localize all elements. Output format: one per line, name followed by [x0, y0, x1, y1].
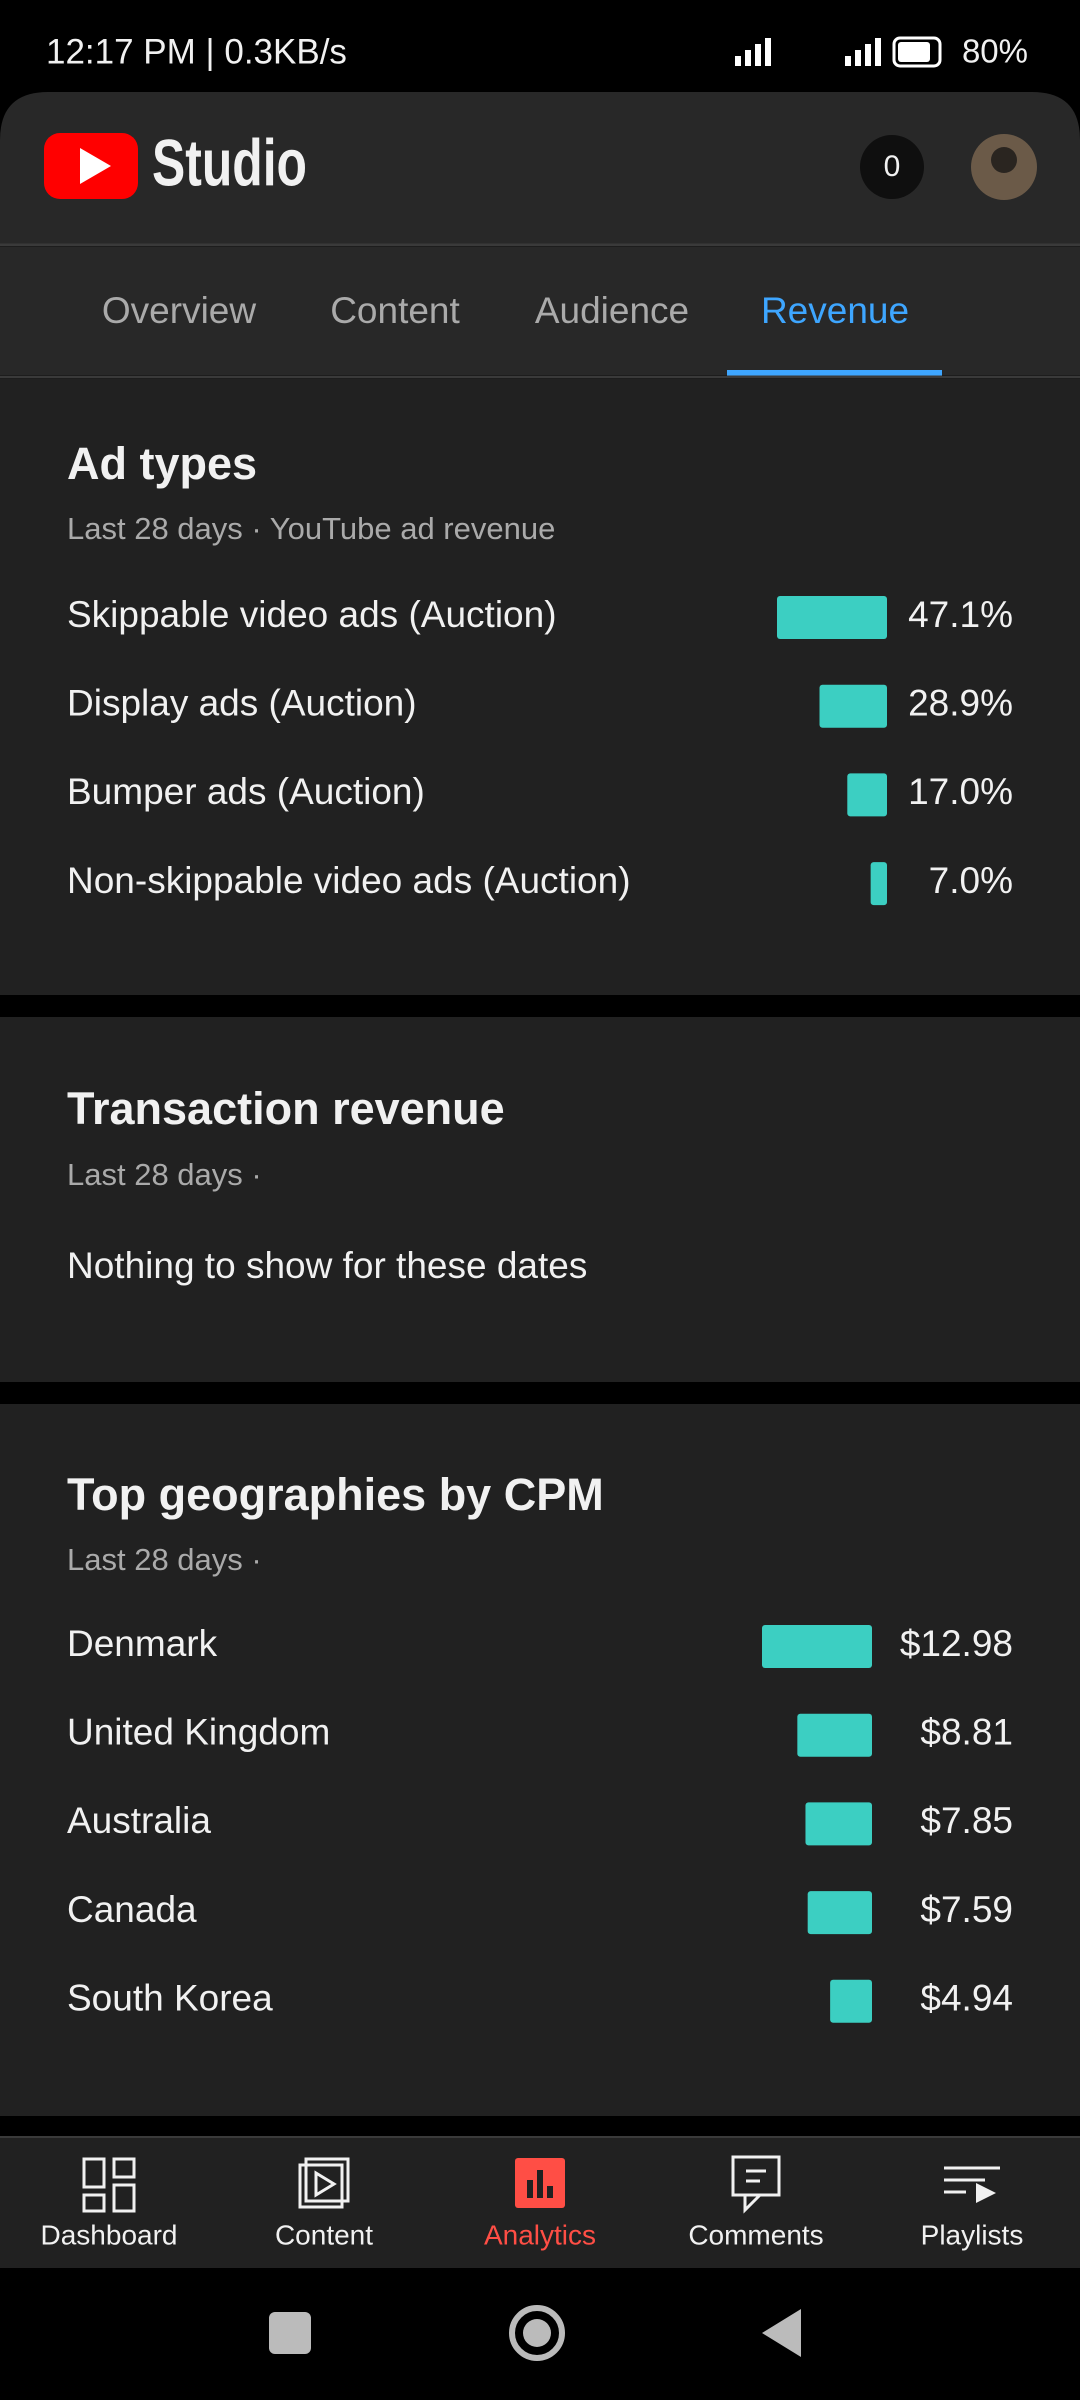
value-label: $8.81	[920, 1711, 1013, 1752]
geography-list: Denmark $12.98 United Kingdom $8.81 Australi…	[67, 1623, 1013, 2023]
bar	[870, 862, 887, 906]
recents-button[interactable]	[269, 2312, 311, 2354]
bar	[847, 773, 887, 817]
bar	[819, 684, 887, 728]
value-label: $7.85	[920, 1800, 1013, 1841]
tab[interactable]: Content	[330, 290, 460, 331]
nav-icons	[82, 2155, 1000, 2214]
ad-type-list: Skippable video ads (Auction) 47.1% Displa…	[67, 594, 1013, 906]
value-label: 7.0%	[929, 860, 1013, 901]
home-dot	[523, 2319, 551, 2347]
card-subtitle: Last 28 days ·	[67, 1542, 262, 1577]
nav-item[interactable]: Dashboard	[41, 2219, 178, 2250]
value-label: $12.98	[900, 1623, 1013, 1664]
value-label: 28.9%	[908, 682, 1013, 723]
notifications-button[interactable]	[860, 135, 924, 199]
home-button[interactable]	[509, 2305, 565, 2361]
card-title: Top geographies by CPM	[67, 1469, 604, 1520]
row-label: United Kingdom	[67, 1711, 330, 1752]
bar	[805, 1802, 872, 1846]
bar	[777, 596, 887, 639]
battery-fill	[898, 42, 930, 62]
notification-count: 0	[884, 150, 901, 183]
bar	[762, 1625, 872, 1668]
card-subtitle: Last 28 days · YouTube ad revenue	[67, 511, 555, 546]
row-label: Bumper ads (Auction)	[67, 771, 425, 812]
back-button[interactable]	[762, 2309, 801, 2357]
tab-bar	[0, 247, 1080, 375]
playlist-icon	[976, 2183, 996, 2203]
battery-icon	[892, 36, 942, 68]
empty-message: Nothing to show for these dates	[67, 1245, 587, 1286]
row-label: Skippable video ads (Auction)	[67, 594, 557, 635]
row-label: Canada	[67, 1889, 197, 1930]
analytics-bars	[527, 2170, 553, 2198]
value-label: $4.94	[920, 1978, 1013, 2019]
battery-level: 80%	[962, 33, 1028, 70]
nav-item[interactable]: Comments	[688, 2219, 823, 2250]
bar	[807, 1891, 872, 1935]
tab-indicator	[727, 370, 942, 376]
avatar-detail	[991, 147, 1017, 173]
value-label: 47.1%	[908, 594, 1013, 635]
row-label: Display ads (Auction)	[67, 682, 417, 723]
status-time: 12:17 PM | 0.3KB/s	[46, 32, 347, 71]
row-label: Australia	[67, 1800, 211, 1841]
row-label: Non-skippable video ads (Auction)	[67, 860, 631, 901]
card-title: Ad types	[67, 438, 257, 489]
card-subtitle: Last 28 days ·	[67, 1157, 262, 1192]
tab-active[interactable]: Revenue	[761, 290, 909, 331]
ad-types-card	[0, 379, 1080, 995]
tab[interactable]: Overview	[102, 290, 256, 331]
header	[0, 92, 1080, 245]
tab[interactable]: Audience	[535, 290, 689, 331]
geographies-card	[0, 1404, 1080, 2116]
nav-item-active[interactable]: Analytics	[484, 2219, 596, 2250]
bar	[797, 1713, 872, 1757]
studio-title: Studio	[152, 125, 307, 199]
value-label: $7.59	[920, 1889, 1013, 1930]
row-label: Denmark	[67, 1623, 218, 1664]
card-title: Transaction revenue	[67, 1083, 505, 1134]
play-icon	[80, 148, 111, 184]
row-label: South Korea	[67, 1978, 273, 2019]
transaction-card	[0, 1017, 1080, 1382]
value-label: 17.0%	[908, 771, 1013, 812]
nav-item[interactable]: Playlists	[921, 2219, 1024, 2250]
bar	[830, 1979, 872, 2023]
nav-item[interactable]: Content	[275, 2219, 373, 2250]
signal-icons	[735, 38, 881, 66]
